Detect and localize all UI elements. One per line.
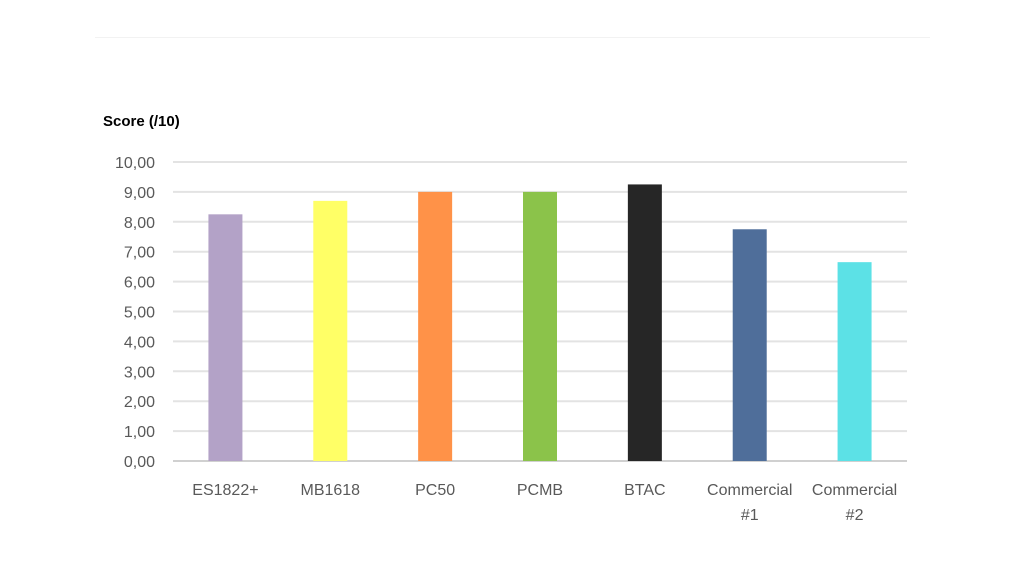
bar: [313, 200, 348, 461]
y-tick-label: 4,00: [124, 334, 155, 351]
x-tick-label: ES1822+: [192, 482, 258, 499]
bar: [208, 214, 243, 461]
top-divider: [95, 37, 930, 38]
x-tick-label: #2: [846, 507, 864, 524]
x-tick-label: BTAC: [624, 482, 665, 499]
x-tick-label: #1: [741, 507, 759, 524]
y-tick-label: 7,00: [124, 245, 155, 262]
y-tick-label: 6,00: [124, 275, 155, 292]
y-tick-label: 5,00: [124, 305, 155, 322]
y-tick-label: 10,00: [115, 155, 155, 172]
y-tick-label: 1,00: [124, 424, 155, 441]
bar: [627, 184, 662, 462]
bar: [523, 191, 557, 461]
x-tick-label: MB1618: [300, 482, 360, 499]
x-tick-label: Commercial: [707, 482, 792, 499]
y-tick-label: 2,00: [124, 394, 155, 411]
bar: [732, 229, 767, 461]
y-tick-label: 9,00: [124, 185, 155, 202]
x-tick-label: PCMB: [517, 482, 563, 499]
x-tick-label: Commercial: [812, 482, 897, 499]
y-tick-label: 8,00: [124, 215, 155, 232]
x-tick-label: PC50: [415, 482, 455, 499]
bar: [418, 191, 453, 461]
y-axis-title: Score (/10): [103, 113, 180, 130]
y-tick-label: 0,00: [124, 454, 155, 471]
bar: [837, 262, 872, 461]
y-tick-label: 3,00: [124, 364, 155, 381]
